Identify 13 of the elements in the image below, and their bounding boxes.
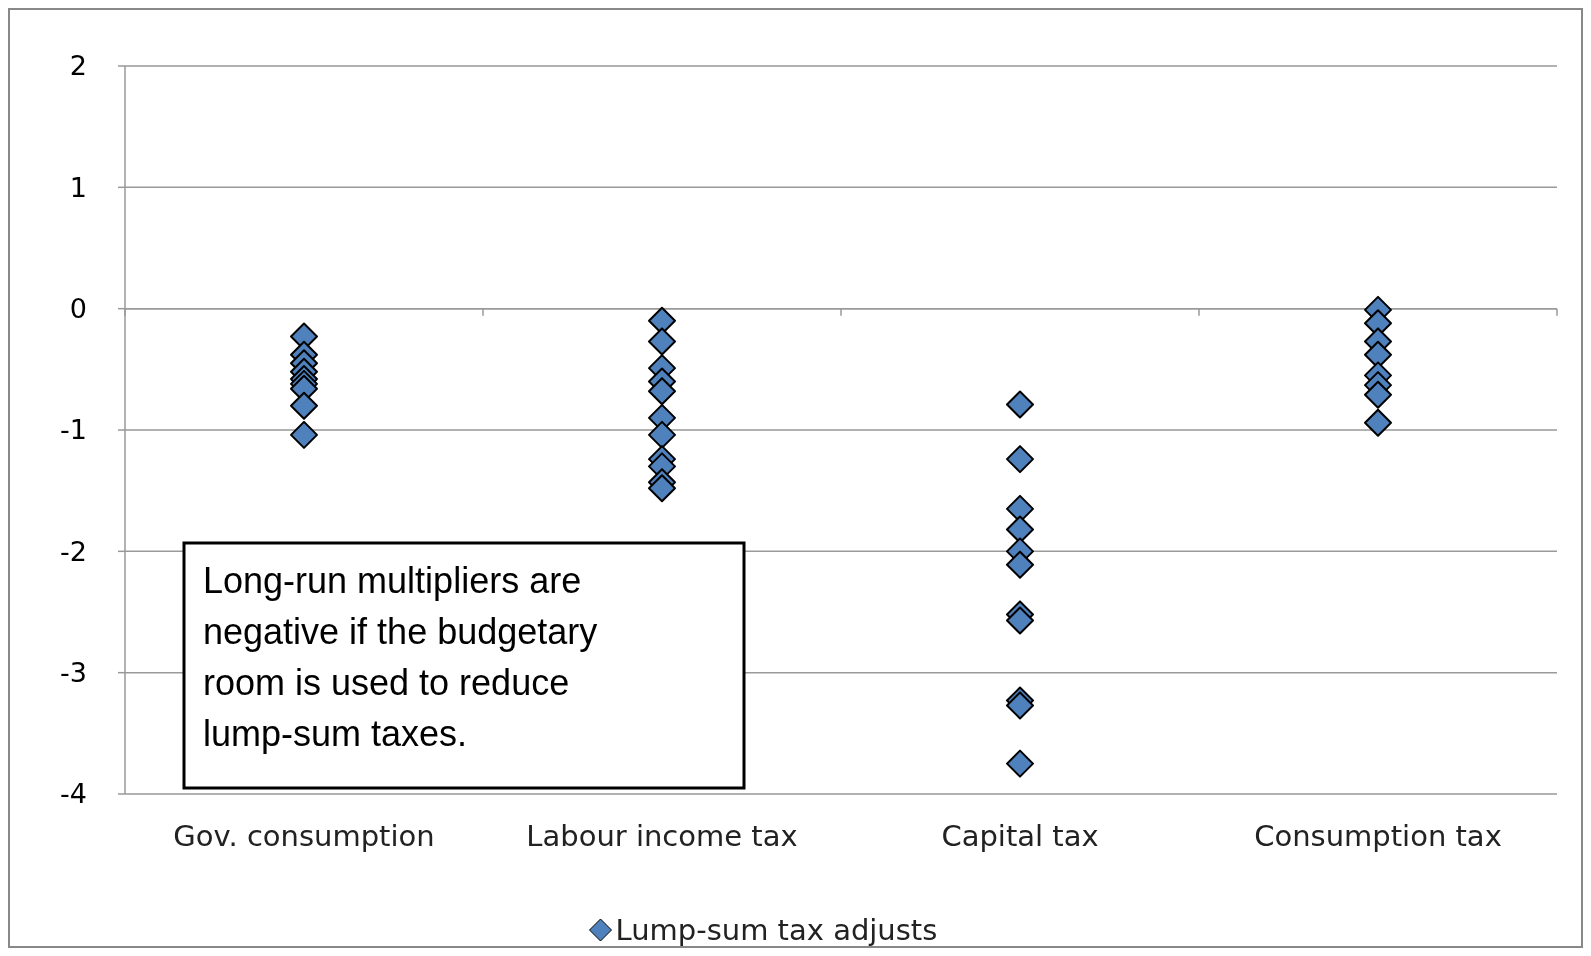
y-tick-label: -2 bbox=[60, 535, 87, 567]
y-tick-label: -3 bbox=[60, 657, 87, 689]
x-tick-label: Consumption tax bbox=[1254, 819, 1502, 853]
y-tick-label: -4 bbox=[60, 778, 87, 810]
x-tick-label: Labour income tax bbox=[526, 819, 798, 853]
y-tick-label: 2 bbox=[69, 50, 87, 82]
legend-label: Lump-sum tax adjusts bbox=[615, 913, 938, 948]
annotation: Long-run multipliers are negative if the budgetary room is used to reduce lump-sum taxes. bbox=[203, 560, 598, 754]
y-tick-label: -1 bbox=[60, 414, 87, 446]
y-tick-label: 0 bbox=[69, 293, 87, 325]
x-tick-label: Gov. consumption bbox=[173, 819, 435, 853]
x-tick-label: Capital tax bbox=[941, 819, 1099, 853]
y-tick-label: 1 bbox=[69, 171, 87, 203]
